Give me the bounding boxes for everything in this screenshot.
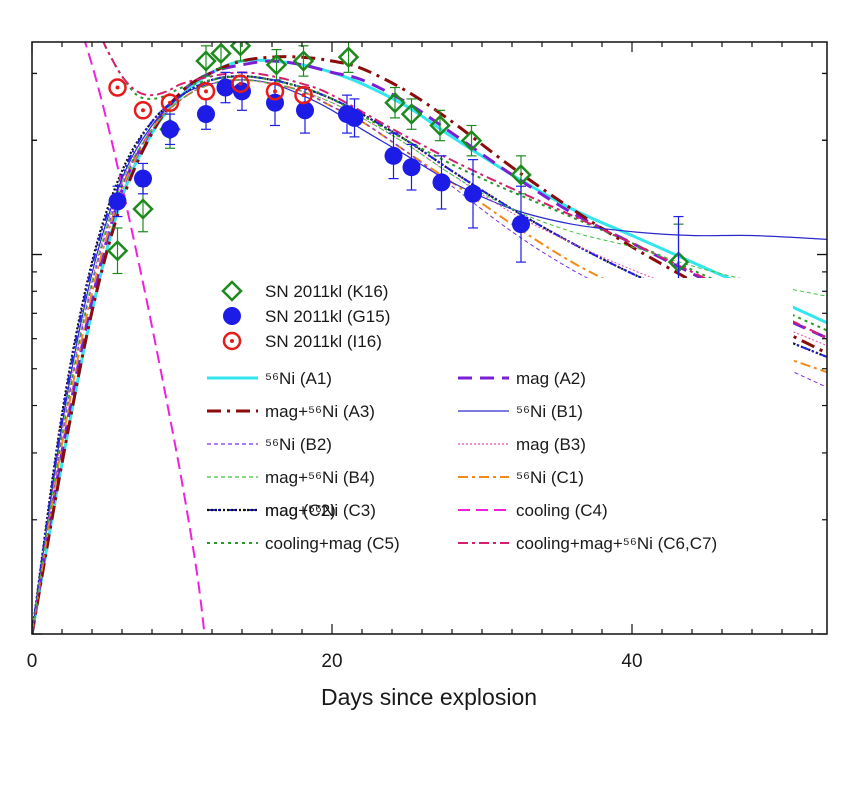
- point-sn-2011kl-k16: [460, 129, 483, 152]
- point-sn-2011kl-g15: [384, 146, 403, 165]
- legend-label: mag (A2): [516, 369, 586, 388]
- curve-ni-c1: [32, 78, 827, 634]
- point-sn-2011kl-i16: [294, 85, 313, 105]
- point-sn-2011kl-i16-center: [168, 100, 172, 105]
- point-sn-2011kl-i16: [196, 82, 216, 101]
- curve-mag-ni-a3: [32, 55, 827, 634]
- legend-marker-sn-2011kl-i16-center: [230, 339, 234, 343]
- point-sn-2011kl-i16-center: [238, 81, 243, 86]
- point-sn-2011kl-k16: [400, 103, 423, 125]
- curve-ni-a1: [32, 58, 827, 634]
- point-sn-2011kl-g15: [134, 169, 152, 188]
- point-sn-2011kl-i16: [160, 93, 180, 112]
- point-sn-2011kl-k16: [106, 239, 129, 262]
- curve-mag-a2: [32, 59, 827, 634]
- legend-label: ⁵⁶Ni (A1): [265, 369, 332, 388]
- legend-label: cooling (C4): [516, 501, 608, 520]
- legend-label: SN 2011kl (I16): [265, 332, 382, 351]
- legend-label: mag+⁵⁶Ni (B4): [265, 468, 375, 487]
- point-sn-2011kl-k16: [292, 50, 315, 72]
- legend-marker-sn-2011kl-k16: [221, 280, 243, 302]
- point-sn-2011kl-i16: [133, 101, 153, 120]
- x-tick-label: 0: [27, 651, 38, 672]
- legend-label: SN 2011kl (G15): [265, 307, 390, 326]
- legend: SN 2011kl (K16) SN 2011kl (G15) SN 2011kl …: [207, 280, 717, 553]
- point-sn-2011kl-i16-center: [115, 85, 120, 90]
- point-sn-2011kl-g15: [345, 108, 364, 127]
- point-sn-2011kl-k16: [229, 42, 252, 57]
- point-sn-2011kl-g15: [296, 101, 314, 120]
- point-sn-2011kl-k16: [210, 42, 232, 65]
- point-sn-2011kl-k16: [132, 198, 154, 220]
- x-axis-label: Days since explosion: [321, 684, 537, 710]
- point-sn-2011kl-g15: [161, 120, 179, 139]
- point-sn-2011kl-k16: [510, 164, 532, 186]
- legend-label: mag+⁵⁶Ni (A3): [265, 402, 375, 421]
- point-sn-2011kl-k16: [195, 50, 217, 72]
- legend-label: mag (C2): [265, 501, 336, 520]
- point-sn-2011kl-g15: [512, 215, 530, 234]
- point-sn-2011kl-g15: [197, 105, 215, 124]
- point-sn-2011kl-i16: [108, 78, 127, 97]
- plot-frame: [31, 41, 828, 635]
- legend-label: ⁵⁶Ni (C1): [516, 468, 584, 487]
- point-sn-2011kl-g15: [464, 184, 482, 203]
- point-sn-2011kl-g15: [108, 192, 127, 211]
- curve-mag-ni-b4: [32, 79, 827, 634]
- point-sn-2011kl-i16-center: [301, 93, 306, 98]
- legend-label: ⁵⁶Ni (B1): [516, 402, 583, 421]
- legend-label: mag (B3): [516, 435, 586, 454]
- x-tick-labels: 0 20 40: [27, 651, 643, 672]
- point-sn-2011kl-i16-center: [204, 89, 208, 94]
- point-sn-2011kl-k16: [337, 46, 360, 68]
- point-sn-2011kl-k16: [429, 114, 451, 137]
- legend-label: ⁵⁶Ni (B2): [265, 435, 332, 454]
- point-sn-2011kl-i16: [265, 82, 285, 101]
- legend-background: [203, 278, 793, 592]
- legend-label: cooling+mag+⁵⁶Ni (C6,C7): [516, 534, 717, 553]
- curve-cooling-mag-ni-c6-c7: [102, 42, 827, 339]
- point-sn-2011kl-g15: [216, 78, 235, 97]
- point-sn-2011kl-g15: [402, 158, 421, 177]
- legend-label: SN 2011kl (K16): [265, 282, 388, 301]
- point-sn-2011kl-g15: [432, 173, 451, 192]
- point-sn-2011kl-i16-center: [141, 108, 145, 113]
- point-sn-2011kl-i16: [231, 74, 250, 93]
- point-sn-2011kl-k16: [384, 91, 406, 114]
- point-sn-2011kl-k16: [265, 54, 288, 76]
- x-tick-label: 20: [321, 651, 342, 672]
- legend-marker-sn-2011kl-g15: [223, 307, 241, 325]
- legend-label: mag+⁵⁶Ni (C3): [265, 501, 376, 520]
- legend-label: cooling+mag (C5): [265, 534, 400, 553]
- point-sn-2011kl-i16-center: [273, 89, 277, 94]
- x-tick-label: 40: [621, 651, 642, 672]
- legend-marker-sn-2011kl-i16: [222, 331, 242, 351]
